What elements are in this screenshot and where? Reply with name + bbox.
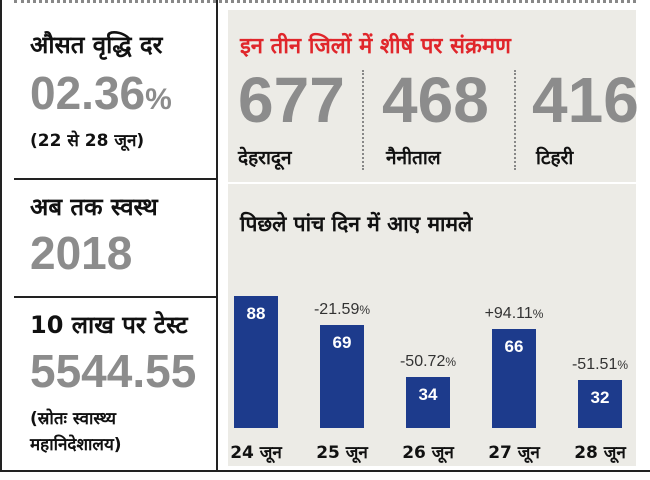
tests-label: 10 लाख पर टेस्ट	[30, 311, 188, 339]
avg-growth-value: 02.36%	[30, 67, 172, 119]
bar-2	[320, 324, 364, 428]
left-divider-2	[14, 296, 216, 298]
bar-1	[234, 296, 278, 428]
bar-value-label-3: 34	[418, 385, 438, 404]
tests-value: 5544.55	[30, 345, 197, 397]
x-tick-label-4: 27 जून	[488, 443, 540, 463]
change-label-5: -51.51%	[571, 356, 629, 373]
source-line-2: महानिदेशालय)	[30, 435, 122, 455]
districts-title: इन तीन जिलों में शीर्ष पर संक्रमण	[240, 34, 511, 59]
district-name-2: नैनीताल	[386, 147, 441, 169]
bar-value-label-1: 88	[246, 304, 266, 323]
bar-3	[406, 377, 450, 428]
bar-value-label-2: 69	[332, 332, 352, 352]
district-separator-1	[362, 70, 365, 170]
bar-value-label-4: 66	[504, 337, 524, 356]
top-dotted-rule	[14, 0, 636, 7]
change-label-2: -21.59%	[313, 300, 371, 318]
district-name-3: टिहरी	[536, 147, 574, 169]
district-value-2: 468	[382, 64, 489, 136]
left-border	[0, 0, 2, 472]
bar-value-label-5: 32	[590, 388, 610, 407]
change-label-3: -50.72%	[399, 353, 457, 370]
district-separator-2	[514, 70, 517, 170]
district-name-1: देहरादून	[238, 147, 292, 169]
chart-title: पिछले पांच दिन में आए मामले	[240, 212, 473, 236]
bottom-border	[0, 470, 650, 472]
source-line-1: (स्रोतः स्वास्थ्य	[30, 409, 117, 429]
change-label-4: +94.11%	[484, 305, 544, 322]
recovered-label: अब तक स्वस्थ	[30, 193, 158, 221]
x-tick-label-3: 26 जून	[402, 443, 454, 463]
district-value-3: 416	[532, 64, 639, 136]
avg-growth-period: (22 से 28 जून)	[30, 131, 145, 151]
x-tick-label-2: 25 जून	[316, 443, 368, 463]
panel-divider	[228, 182, 636, 184]
avg-growth-unit: %	[145, 83, 172, 116]
recovered-value: 2018	[30, 227, 133, 279]
column-divider	[216, 0, 218, 472]
x-tick-label-1: 24 जून	[230, 443, 282, 463]
left-divider-1	[14, 178, 216, 180]
bar-5	[578, 380, 622, 428]
x-tick-label-5: 28 जून	[574, 443, 626, 463]
bar-4	[492, 329, 536, 428]
district-value-1: 677	[238, 64, 345, 136]
avg-growth-label: औसत वृद्धि दर	[30, 31, 163, 59]
